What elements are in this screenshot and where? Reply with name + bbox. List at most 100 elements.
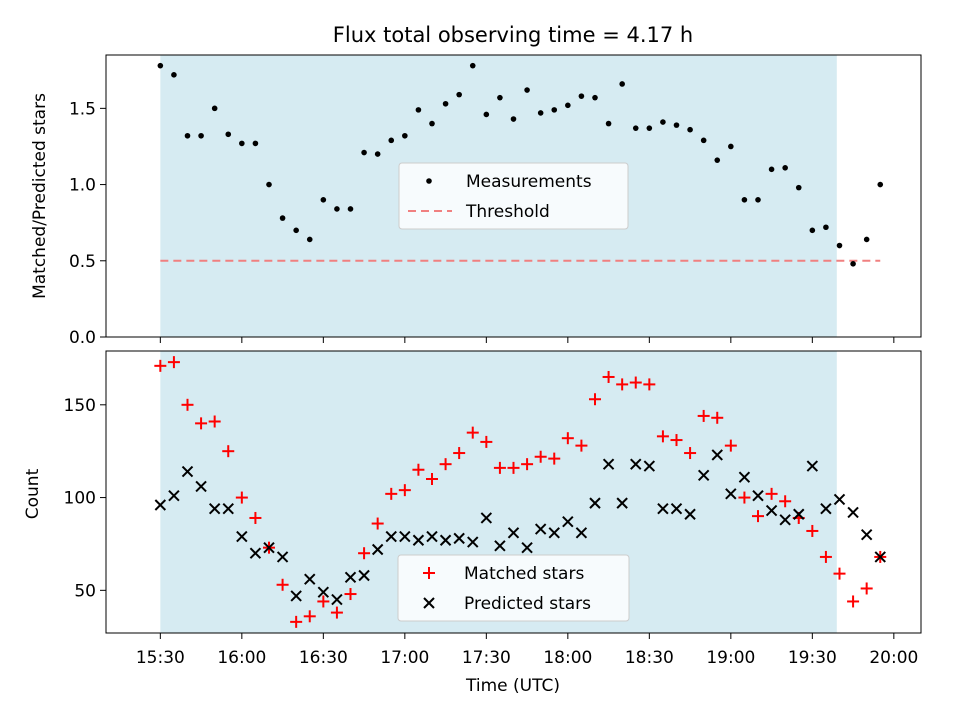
matched-point [195, 417, 208, 430]
measurement-point [863, 236, 870, 243]
measurement-point [157, 62, 164, 69]
predicted-point [385, 530, 397, 543]
matched-point [439, 458, 452, 471]
top-y-tick-label: 0.5 [69, 252, 96, 272]
measurement-point [714, 157, 721, 163]
matched-point [779, 495, 792, 508]
predicted-point [602, 458, 615, 470]
matched-point [589, 393, 601, 406]
legend-matched-label: Matched stars [464, 564, 584, 584]
matched-point [711, 411, 724, 424]
measurement-point [565, 102, 571, 109]
top-axes-frame [105, 54, 922, 338]
predicted-point [847, 506, 859, 519]
predicted-point [697, 469, 710, 482]
matched-point [738, 491, 751, 504]
bottom-x-tick-label: 20:00 [869, 648, 918, 668]
measurement-point [252, 140, 259, 147]
top-y-tick-label: 1.0 [69, 176, 96, 196]
bottom-x-tick-label: 16:00 [217, 648, 266, 668]
measurement-point [184, 132, 191, 139]
measurement-point [429, 120, 435, 127]
matched-point [697, 409, 710, 422]
legend-measurements-marker [426, 178, 432, 184]
predicted-point [304, 573, 316, 585]
measurement-point [483, 111, 490, 118]
matched-point [616, 378, 629, 391]
bottom-x-ticks: 15:30 16:00 16:30 17:00 17:30 18:00 18:30 19:00… [136, 633, 918, 668]
bottom-axes-frame [105, 350, 922, 634]
measurement-point [225, 131, 232, 138]
matched-point [602, 370, 615, 383]
measurement-point [293, 227, 299, 234]
predicted-point [548, 527, 560, 539]
top-y-tick-label: 0.0 [69, 328, 96, 348]
top-ylabel: Matched/Predicted stars [30, 93, 50, 299]
matched-point [656, 430, 669, 443]
predicted-point [575, 527, 588, 539]
measurement-point [239, 140, 245, 147]
top-legend: Measurements Threshold [398, 162, 629, 230]
measurement-point [551, 107, 558, 113]
measurement-point [456, 91, 462, 98]
predicted-points [154, 449, 886, 606]
predicted-point [860, 528, 873, 541]
measurement-point [510, 116, 517, 122]
legend-predicted-label: Predicted stars [464, 594, 591, 614]
predicted-point [453, 532, 465, 545]
measurement-point [795, 184, 802, 191]
predicted-point [738, 471, 751, 483]
matched-point [358, 547, 371, 560]
predicted-point [371, 543, 384, 556]
matched-point [493, 461, 506, 474]
matched-point [344, 588, 357, 601]
predicted-point [263, 541, 275, 554]
measurement-point [198, 132, 204, 139]
bottom-y-ticks: 50 100 150 [64, 396, 106, 601]
matched-point [317, 595, 330, 608]
measurement-point [469, 62, 476, 69]
bottom-y-tick-label: 100 [64, 489, 96, 509]
matched-point [154, 359, 167, 372]
predicted-point [589, 497, 601, 509]
measurement-point [388, 137, 395, 144]
matched-point [575, 439, 588, 452]
matched-point [181, 398, 194, 411]
measurement-point [605, 120, 612, 127]
top-y-tick-label: 1.5 [69, 99, 96, 119]
measurement-point [755, 197, 761, 203]
measurement-point [700, 137, 707, 144]
bottom-x-tick-label: 17:00 [380, 648, 429, 668]
predicted-point [616, 497, 628, 509]
measurement-point [402, 132, 408, 139]
measurement-point [728, 143, 734, 150]
predicted-point [521, 541, 533, 554]
matched-point [765, 487, 778, 500]
measurement-point [415, 107, 422, 113]
bottom-x-tick-label: 18:00 [543, 648, 592, 668]
bottom-legend: Matched stars Predicted stars [397, 554, 630, 622]
predicted-point [168, 490, 180, 502]
matched-point [303, 610, 316, 623]
predicted-point [657, 502, 669, 515]
predicted-point [562, 515, 574, 528]
top-x-ticks [159, 337, 895, 343]
matched-point [684, 447, 697, 460]
bottom-x-tick-label: 19:00 [706, 648, 755, 668]
matched-point [235, 491, 248, 504]
bottom-x-tick-label: 18:30 [625, 648, 674, 668]
matched-point [507, 461, 520, 474]
predicted-point [507, 527, 520, 539]
predicted-point [480, 512, 493, 524]
measurement-point [374, 151, 381, 157]
legend-predicted-marker [423, 597, 435, 609]
measurement-point [673, 122, 680, 128]
legend-measurements-label: Measurements [466, 172, 592, 192]
bottom-xlabel: Time (UTC) [465, 676, 560, 696]
predicted-point [793, 508, 805, 520]
matched-point [466, 426, 479, 439]
legend-threshold-label: Threshold [465, 202, 550, 222]
matched-point [222, 445, 235, 458]
